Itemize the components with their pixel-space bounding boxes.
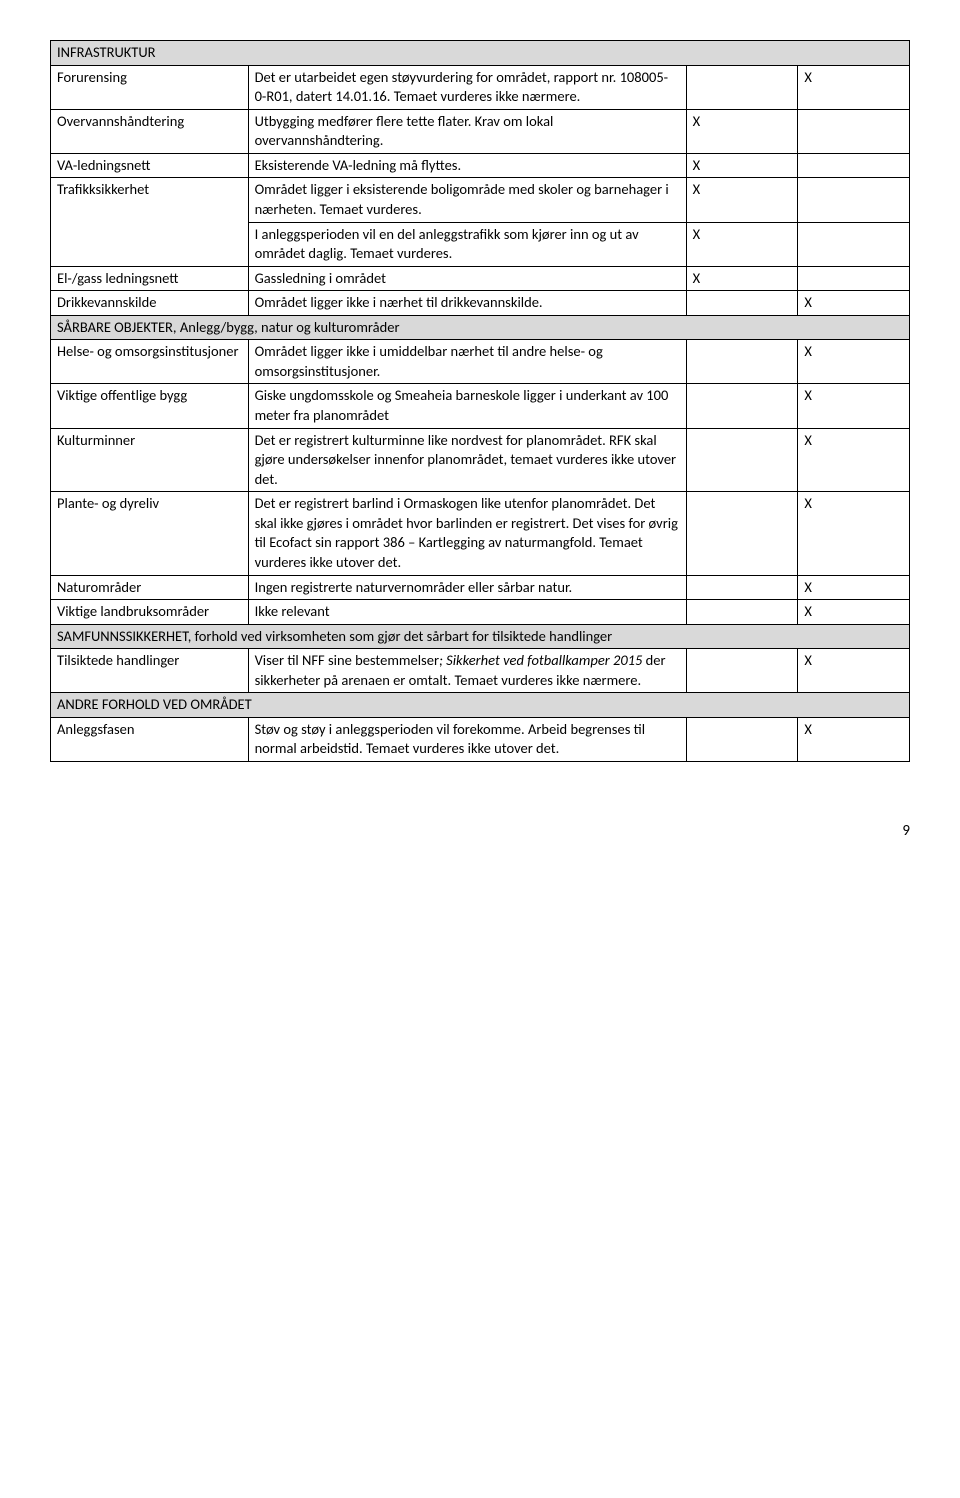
mark-col-1 <box>686 65 798 109</box>
table-row: ForurensingDet er utarbeidet egen støyvu… <box>51 65 910 109</box>
table-row: INFRASTRUKTUR <box>51 41 910 66</box>
description-cell: Det er registrert kulturminne like nordv… <box>248 428 686 492</box>
mark-col-2 <box>798 153 910 178</box>
table-row: VA-ledningsnettEksisterende VA-ledning m… <box>51 153 910 178</box>
table-row: Helse- og omsorgsinstitusjonerOmrådet li… <box>51 340 910 384</box>
table-row: AnleggsfasenStøv og støy i anleggsperiod… <box>51 717 910 761</box>
mark-col-1: X <box>686 178 798 222</box>
mark-col-1 <box>686 291 798 316</box>
topic-cell: VA-ledningsnett <box>51 153 249 178</box>
table-row: ANDRE FORHOLD VED OMRÅDET <box>51 693 910 718</box>
description-cell: Gassledning i området <box>248 266 686 291</box>
topic-cell: Plante- og dyreliv <box>51 492 249 575</box>
section-header-cell: INFRASTRUKTUR <box>51 41 910 66</box>
section-header-cell: ANDRE FORHOLD VED OMRÅDET <box>51 693 910 718</box>
description-cell: Giske ungdomsskole og Smeaheia barneskol… <box>248 384 686 428</box>
description-cell: Ingen registrerte naturvernområder eller… <box>248 575 686 600</box>
mark-col-2: X <box>798 291 910 316</box>
table-row: Tilsiktede handlingerViser til NFF sine … <box>51 649 910 693</box>
description-cell: Utbygging medfører flere tette flater. K… <box>248 109 686 153</box>
ros-table: INFRASTRUKTURForurensingDet er utarbeide… <box>50 40 910 762</box>
topic-cell: Anleggsfasen <box>51 717 249 761</box>
section-header-cell: SAMFUNNSSIKKERHET, forhold ved virksomhe… <box>51 624 910 649</box>
mark-col-2: X <box>798 492 910 575</box>
mark-col-1: X <box>686 266 798 291</box>
table-row: DrikkevannskildeOmrådet ligger ikke i næ… <box>51 291 910 316</box>
mark-col-2: X <box>798 649 910 693</box>
mark-col-1 <box>686 384 798 428</box>
table-row: Viktige landbruksområderIkke relevant X <box>51 600 910 625</box>
mark-col-1: X <box>686 109 798 153</box>
mark-col-2: X <box>798 65 910 109</box>
mark-col-2 <box>798 178 910 222</box>
topic-cell: Naturområder <box>51 575 249 600</box>
mark-col-1 <box>686 492 798 575</box>
topic-cell: Drikkevannskilde <box>51 291 249 316</box>
description-cell: Området ligger ikke i nærhet til drikkev… <box>248 291 686 316</box>
mark-col-1 <box>686 428 798 492</box>
table-row: SÅRBARE OBJEKTER, Anlegg/bygg, natur og … <box>51 315 910 340</box>
table-row: OvervannshåndteringUtbygging medfører fl… <box>51 109 910 153</box>
description-cell: Ikke relevant <box>248 600 686 625</box>
description-cell: Området ligger ikke i umiddelbar nærhet … <box>248 340 686 384</box>
description-cell: Det er utarbeidet egen støyvurdering for… <box>248 65 686 109</box>
description-cell: Området ligger i eksisterende boligområd… <box>248 178 686 222</box>
table-row: TrafikksikkerhetOmrådet ligger i eksiste… <box>51 178 910 222</box>
mark-col-2: X <box>798 717 910 761</box>
mark-col-1: X <box>686 222 798 266</box>
mark-col-2: X <box>798 575 910 600</box>
table-row: SAMFUNNSSIKKERHET, forhold ved virksomhe… <box>51 624 910 649</box>
mark-col-1 <box>686 600 798 625</box>
mark-col-2 <box>798 109 910 153</box>
mark-col-1: X <box>686 153 798 178</box>
topic-cell: Helse- og omsorgsinstitusjoner <box>51 340 249 384</box>
page-number: 9 <box>50 822 910 840</box>
topic-cell: Viktige offentlige bygg <box>51 384 249 428</box>
description-cell: I anleggsperioden vil en del anleggstraf… <box>248 222 686 266</box>
mark-col-2: X <box>798 340 910 384</box>
mark-col-2 <box>798 266 910 291</box>
topic-cell: Forurensing <box>51 65 249 109</box>
mark-col-2: X <box>798 600 910 625</box>
topic-cell: Overvannshåndtering <box>51 109 249 153</box>
mark-col-1 <box>686 717 798 761</box>
table-row: Viktige offentlige byggGiske ungdomsskol… <box>51 384 910 428</box>
mark-col-2: X <box>798 428 910 492</box>
topic-cell: Tilsiktede handlinger <box>51 649 249 693</box>
mark-col-1 <box>686 649 798 693</box>
description-cell: Støv og støy i anleggsperioden vil forek… <box>248 717 686 761</box>
description-cell: Det er registrert barlind i Ormaskogen l… <box>248 492 686 575</box>
mark-col-1 <box>686 575 798 600</box>
topic-cell: Trafikksikkerhet <box>51 178 249 266</box>
mark-col-1 <box>686 340 798 384</box>
topic-cell: El-/gass ledningsnett <box>51 266 249 291</box>
table-row: El-/gass ledningsnettGassledning i områd… <box>51 266 910 291</box>
table-row: NaturområderIngen registrerte naturverno… <box>51 575 910 600</box>
mark-col-2 <box>798 222 910 266</box>
table-row: KulturminnerDet er registrert kulturminn… <box>51 428 910 492</box>
section-header-cell: SÅRBARE OBJEKTER, Anlegg/bygg, natur og … <box>51 315 910 340</box>
table-row: Plante- og dyrelivDet er registrert barl… <box>51 492 910 575</box>
description-cell: Viser til NFF sine bestemmelser; Sikkerh… <box>248 649 686 693</box>
topic-cell: Viktige landbruksområder <box>51 600 249 625</box>
description-cell: Eksisterende VA-ledning må flyttes. <box>248 153 686 178</box>
topic-cell: Kulturminner <box>51 428 249 492</box>
mark-col-2: X <box>798 384 910 428</box>
